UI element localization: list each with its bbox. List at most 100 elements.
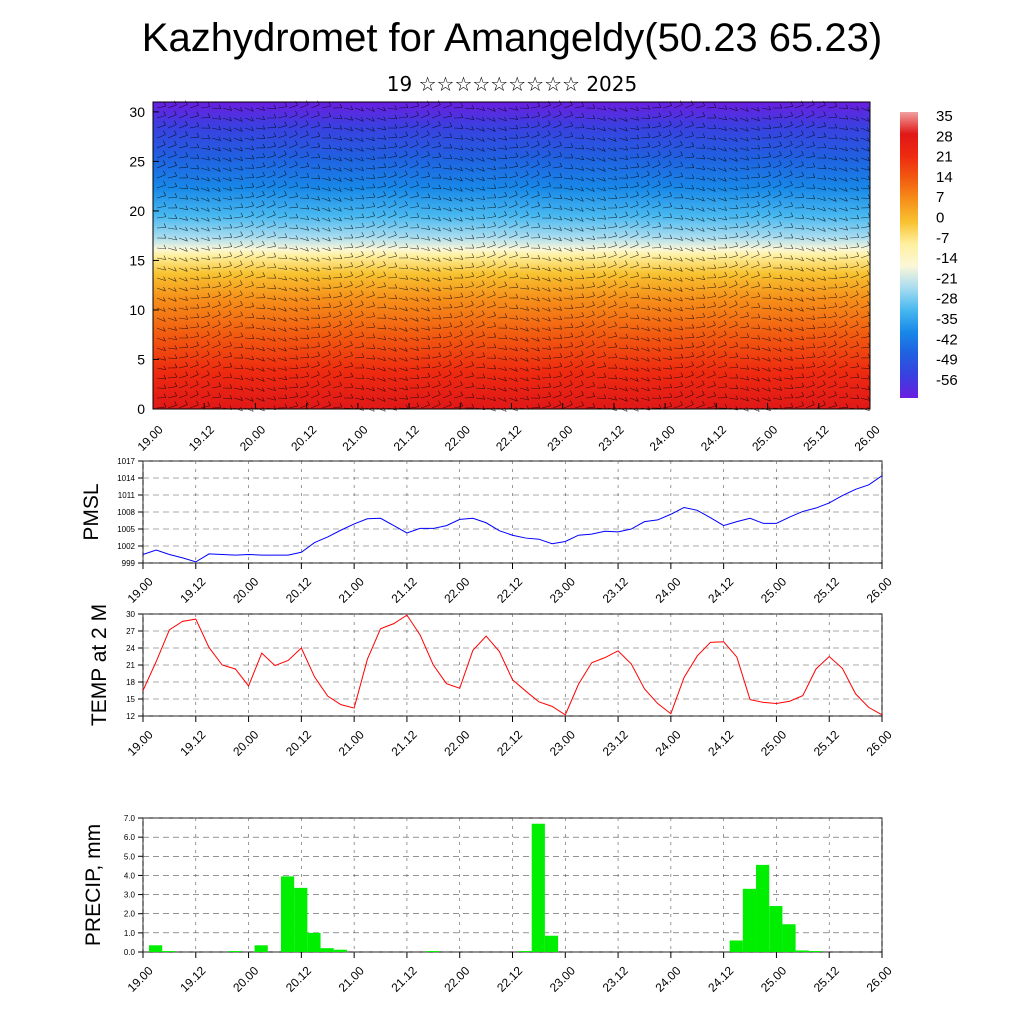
- precip-x-tick-label: 21.12: [389, 963, 420, 994]
- heatmap-y-tick-label: 30: [129, 104, 145, 120]
- temp2m-y-tick-label: 24: [126, 644, 135, 653]
- precip-bar: [795, 950, 809, 952]
- temp2m-y-tick-label: 18: [126, 678, 135, 687]
- precip-x-tick-label: 26.00: [864, 963, 895, 994]
- pmsl-x-tick-label: 25.00: [758, 574, 789, 605]
- pmsl-y-tick-label: 1011: [118, 491, 136, 500]
- heatmap-x-tick-label: 22.12: [493, 422, 524, 453]
- colorbar-label: 14: [936, 169, 953, 186]
- temp2m-x-tick-label: 23.00: [547, 727, 578, 758]
- pmsl-y-tick-label: 1008: [117, 508, 135, 517]
- precip-x-tick-label: 24.00: [652, 963, 683, 994]
- precip-x-tick-label: 24.12: [705, 963, 736, 994]
- temp2m-x-tick-label: 26.00: [864, 727, 895, 758]
- heatmap-x-tick-label: 24.00: [647, 422, 678, 453]
- precip-y-tick-label: 7.0: [124, 814, 136, 823]
- pmsl-ylabel: PMSL: [80, 483, 103, 540]
- heatmap-x-tick-label: 23.12: [596, 422, 627, 453]
- colorbar-label: -49: [936, 352, 958, 369]
- precip-bar: [280, 876, 295, 952]
- precip-y-tick-label: 0.0: [124, 948, 136, 957]
- precip-y-tick-label: 4.0: [124, 871, 136, 880]
- colorbar-label: -14: [936, 250, 958, 267]
- heatmap-y-tick-label: 20: [129, 203, 145, 219]
- precip-bar: [782, 924, 796, 952]
- temp2m-x-tick-label: 20.12: [283, 727, 314, 758]
- pmsl-y-tick-label: 1005: [117, 525, 135, 534]
- temperature-field: [153, 102, 870, 409]
- pmsl-y-tick-label: 1014: [117, 474, 135, 483]
- pmsl-y-tick-label: 1002: [117, 542, 135, 551]
- page-subtitle: 19 ☆☆☆☆☆☆☆☆☆ 2025: [386, 72, 638, 96]
- heatmap-x-tick-label: 22.00: [442, 422, 473, 453]
- heatmap-y-tick-label: 25: [129, 153, 145, 169]
- temp2m-x-tick-label: 25.12: [811, 727, 842, 758]
- precip-y-tick-label: 1.0: [124, 929, 136, 938]
- pmsl-x-tick-label: 22.00: [441, 574, 472, 605]
- heatmap-x-tick-label: 26.00: [852, 422, 883, 453]
- precip-x-tick-label: 25.00: [758, 963, 789, 994]
- colorbar-label: 35: [936, 108, 953, 125]
- temp2m-x-tick-label: 20.00: [230, 727, 261, 758]
- temp2m-y-tick-label: 21: [126, 661, 135, 670]
- pmsl-x-tick-label: 20.00: [230, 574, 261, 605]
- precip-bar: [162, 951, 176, 952]
- precip-bar: [729, 940, 743, 952]
- precip-x-tick-label: 22.12: [494, 963, 525, 994]
- heatmap-y-tick-label: 0: [137, 401, 145, 417]
- heatmap-x-tick-label: 20.00: [237, 422, 268, 453]
- pmsl-x-tick-label: 22.12: [494, 574, 525, 605]
- precip-bar: [320, 948, 334, 952]
- colorbar-label: -35: [936, 311, 958, 328]
- temp2m-y-tick-label: 12: [126, 712, 135, 721]
- heatmap-x-tick-label: 20.12: [288, 422, 319, 453]
- pmsl-x-tick-label: 26.00: [864, 574, 895, 605]
- colorbar-label: -56: [936, 372, 958, 389]
- temp2m-x-tick-label: 24.12: [705, 727, 736, 758]
- heatmap-x-tick-label: 21.12: [391, 422, 422, 453]
- colorbar-label: 28: [936, 128, 953, 145]
- page-title: Kazhydromet for Amangeldy(50.23 65.23): [141, 16, 883, 60]
- precip-x-tick-label: 22.00: [441, 963, 472, 994]
- heatmap-x-tick-label: 25.12: [800, 422, 831, 453]
- pmsl-x-tick-label: 23.12: [600, 574, 631, 605]
- pmsl-x-tick-label: 25.12: [811, 574, 842, 605]
- pmsl-x-tick-label: 23.00: [547, 574, 578, 605]
- colorbar-label: 21: [936, 149, 953, 166]
- temp2m-y-tick-label: 15: [126, 695, 135, 704]
- temp2m-x-tick-label: 19.00: [125, 727, 156, 758]
- heatmap-x-tick-label: 25.00: [749, 422, 780, 453]
- colorbar-label: 0: [936, 210, 944, 227]
- wind-barbs: [156, 100, 871, 412]
- precip-ylabel: PRECIP, mm: [82, 824, 105, 946]
- pmsl-y-tick-label: 999: [122, 559, 136, 568]
- pmsl-series-line: [142, 475, 883, 563]
- precip-bar: [333, 949, 347, 952]
- heatmap-x-tick-label: 19.12: [186, 422, 217, 453]
- precip-bar: [294, 887, 308, 952]
- pmsl-x-tick-label: 19.00: [125, 574, 156, 605]
- precip-bar: [426, 951, 440, 952]
- precip-bar: [544, 935, 559, 952]
- precip-bar: [756, 864, 770, 952]
- temp2m-x-tick-label: 22.12: [494, 727, 525, 758]
- precip-bar: [149, 945, 163, 952]
- colorbar-label: -21: [936, 270, 958, 287]
- precip-y-tick-label: 5.0: [124, 852, 136, 861]
- precip-x-tick-label: 19.00: [125, 963, 156, 994]
- temp2m-ylabel: TEMP at 2 M: [88, 604, 111, 726]
- temp2m-series-line: [142, 614, 883, 716]
- pmsl-x-tick-label: 24.00: [652, 574, 683, 605]
- precip-bar: [742, 888, 757, 952]
- precip-bar: [808, 951, 823, 952]
- heatmap-x-tick-label: 24.12: [698, 422, 729, 453]
- temp2m-y-tick-label: 30: [126, 610, 135, 619]
- precip-x-tick-label: 20.00: [230, 963, 261, 994]
- precip-y-tick-label: 2.0: [124, 910, 136, 919]
- precip-x-tick-label: 21.00: [336, 963, 367, 994]
- precip-bar: [518, 951, 532, 952]
- heatmap-x-tick-label: 21.00: [339, 422, 370, 453]
- temp2m-x-tick-label: 22.00: [441, 727, 472, 758]
- precip-x-tick-label: 20.12: [283, 963, 314, 994]
